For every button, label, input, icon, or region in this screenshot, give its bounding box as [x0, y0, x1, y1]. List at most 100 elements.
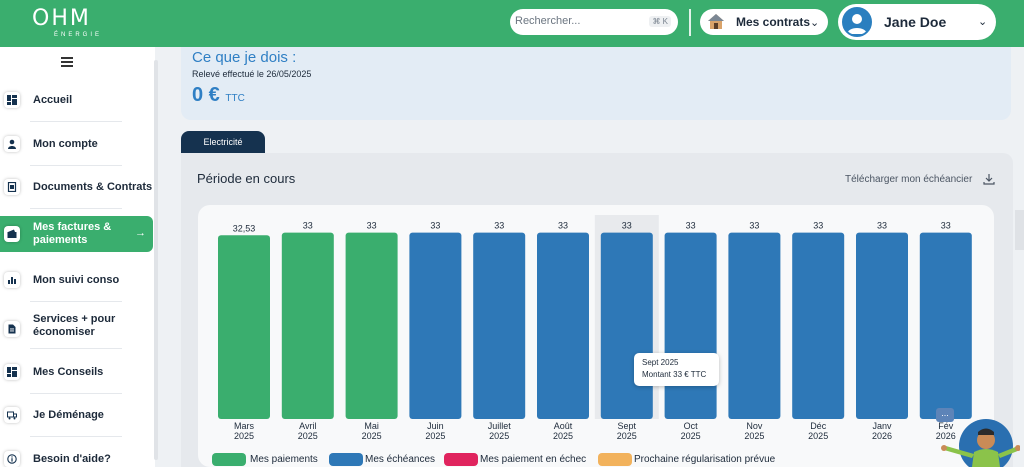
payment-chart-card: 32,53 Mars 2025 33 Avril 2025 33 Mai 2025 33 Juin 2… — [198, 205, 994, 467]
search-input[interactable]: Rechercher... ⌘ K — [510, 9, 678, 35]
search-placeholder: Rechercher... — [515, 15, 581, 27]
due-title: Ce que je dois : — [192, 49, 297, 66]
tooltip-body: Montant 33 € TTC — [642, 370, 707, 379]
sidebar-scrollbar[interactable] — [154, 60, 158, 460]
x-tick-label: Août — [554, 421, 573, 431]
chart-bar[interactable] — [792, 232, 845, 419]
legend-label: Mes paiement en échec — [480, 454, 587, 465]
logo-subtext: ÉNERGIE — [54, 32, 103, 38]
period-title: Période en cours — [197, 171, 296, 186]
x-tick-label: Juillet — [488, 421, 512, 431]
logo-text: OHM — [32, 6, 91, 31]
house-icon — [708, 14, 724, 29]
x-tick-label: Déc — [810, 421, 827, 431]
menu-icon[interactable] — [61, 57, 73, 67]
x-tick-label: 2025 — [808, 431, 828, 441]
bar-value-label: 33 — [686, 221, 696, 231]
x-tick-label: Juin — [427, 421, 444, 431]
sidebar-item-label: Mes Conseils — [33, 366, 104, 378]
chart-tooltip: Sept 2025 Montant 33 € TTC — [634, 353, 719, 386]
chart-bar[interactable] — [345, 232, 398, 419]
legend-swatch — [444, 453, 478, 466]
chart-icon — [4, 272, 20, 288]
user-menu[interactable]: Jane Doe ⌄ — [838, 4, 996, 40]
chart-bar[interactable] — [218, 235, 270, 419]
sidebar-item-mon-compte[interactable]: Mon compte — [0, 124, 153, 166]
user-icon — [4, 136, 20, 152]
bar-value-label: 33 — [303, 221, 313, 231]
assistant-mascot-icon[interactable] — [938, 416, 1020, 467]
help-icon — [4, 451, 20, 467]
x-tick-label: 2025 — [681, 431, 701, 441]
x-tick-label: 2026 — [936, 431, 956, 441]
x-tick-label: 2025 — [425, 431, 445, 441]
dashboard-icon — [4, 364, 20, 380]
chart-bar[interactable] — [281, 232, 334, 419]
sidebar-item-label: Je Déménage — [33, 409, 104, 421]
chart-bar[interactable] — [856, 232, 908, 419]
chart-bar[interactable] — [664, 232, 717, 419]
x-tick-label: 2025 — [234, 431, 254, 441]
chart-bar[interactable] — [600, 232, 653, 419]
sidebar-item-label: Mon suivi conso — [33, 274, 120, 286]
payment-chart: 32,53Mars202533Avril202533Mai202533Juin2… — [218, 215, 972, 441]
dashboard-icon — [4, 92, 20, 108]
x-tick-label: 2025 — [744, 431, 764, 441]
contracts-label: Mes contrats — [736, 15, 811, 29]
sidebar-item-accueil[interactable]: Accueil — [0, 80, 153, 122]
x-tick-label: Mai — [364, 421, 379, 431]
chevron-down-icon: ⌄ — [978, 16, 988, 28]
due-amount: 0 € TTC — [192, 84, 245, 107]
bar-value-label: 33 — [813, 221, 823, 231]
sidebar-item-services[interactable]: Services + pour économiser — [0, 307, 153, 349]
chart-bar[interactable] — [473, 232, 526, 419]
chart-bar[interactable] — [728, 232, 781, 419]
bar-value-label: 33 — [558, 221, 568, 231]
tooltip-title: Sept 2025 — [642, 358, 679, 367]
sidebar-item-demenage[interactable]: Je Déménage — [0, 395, 153, 437]
sidebar-item-label: Documents & Contrats — [33, 181, 153, 193]
sidebar-item-conseils[interactable]: Mes Conseils — [0, 352, 153, 394]
truck-icon — [4, 407, 20, 423]
chart-bar[interactable] — [919, 232, 972, 419]
sidebar-item-label: Accueil — [33, 94, 73, 106]
chart-bar[interactable] — [537, 232, 589, 419]
more-options-button[interactable]: ... — [936, 408, 954, 422]
header-divider — [689, 9, 691, 36]
x-tick-label: 2026 — [872, 431, 892, 441]
x-tick-label: 2025 — [362, 431, 382, 441]
user-avatar-icon — [847, 14, 867, 34]
download-schedule-link[interactable]: Télécharger mon échéancier — [845, 174, 973, 185]
sidebar-item-suivi-conso[interactable]: Mon suivi conso — [0, 260, 153, 302]
right-edge-strip — [1015, 210, 1024, 250]
top-header: OHM ÉNERGIE Rechercher... ⌘ K Mes contra… — [0, 0, 1024, 47]
arrow-right-icon: → — [135, 227, 146, 239]
bar-value-label: 33 — [430, 221, 440, 231]
bar-value-label: 33 — [941, 221, 951, 231]
sidebar-item-label: Mes factures & paiements — [33, 221, 112, 246]
contracts-dropdown[interactable]: Mes contrats ⌄ — [700, 9, 828, 35]
search-shortcut-badge: ⌘ K — [649, 16, 671, 27]
chart-bar[interactable] — [409, 232, 462, 419]
ohm-logo[interactable]: OHM ÉNERGIE — [32, 7, 102, 39]
sidebar-item-factures[interactable]: Mes factures & paiements → — [0, 216, 153, 252]
document-icon — [4, 179, 20, 195]
bar-value-label: 33 — [622, 221, 632, 231]
x-tick-label: 2025 — [617, 431, 637, 441]
x-tick-label: Oct — [684, 421, 699, 431]
legend-swatch — [212, 453, 246, 466]
due-amount-suffix: TTC — [225, 93, 245, 104]
x-tick-label: 2025 — [489, 431, 509, 441]
bar-value-label: 33 — [749, 221, 759, 231]
bar-value-label: 32,53 — [233, 223, 256, 233]
legend-label: Mes échéances — [365, 454, 436, 465]
reading-date: Relevé effectué le 26/05/2025 — [192, 69, 312, 79]
sidebar-item-documents[interactable]: Documents & Contrats — [0, 167, 153, 209]
x-tick-label: Mars — [234, 421, 254, 431]
download-icon[interactable] — [983, 173, 995, 185]
sidebar-item-aide[interactable]: Besoin d'aide? — [0, 439, 153, 467]
tab-electricite[interactable]: Electricité — [181, 131, 265, 153]
x-tick-label: Fév — [938, 421, 954, 431]
x-tick-label: Avril — [299, 421, 316, 431]
sidebar-item-label: Besoin d'aide? — [33, 453, 111, 465]
